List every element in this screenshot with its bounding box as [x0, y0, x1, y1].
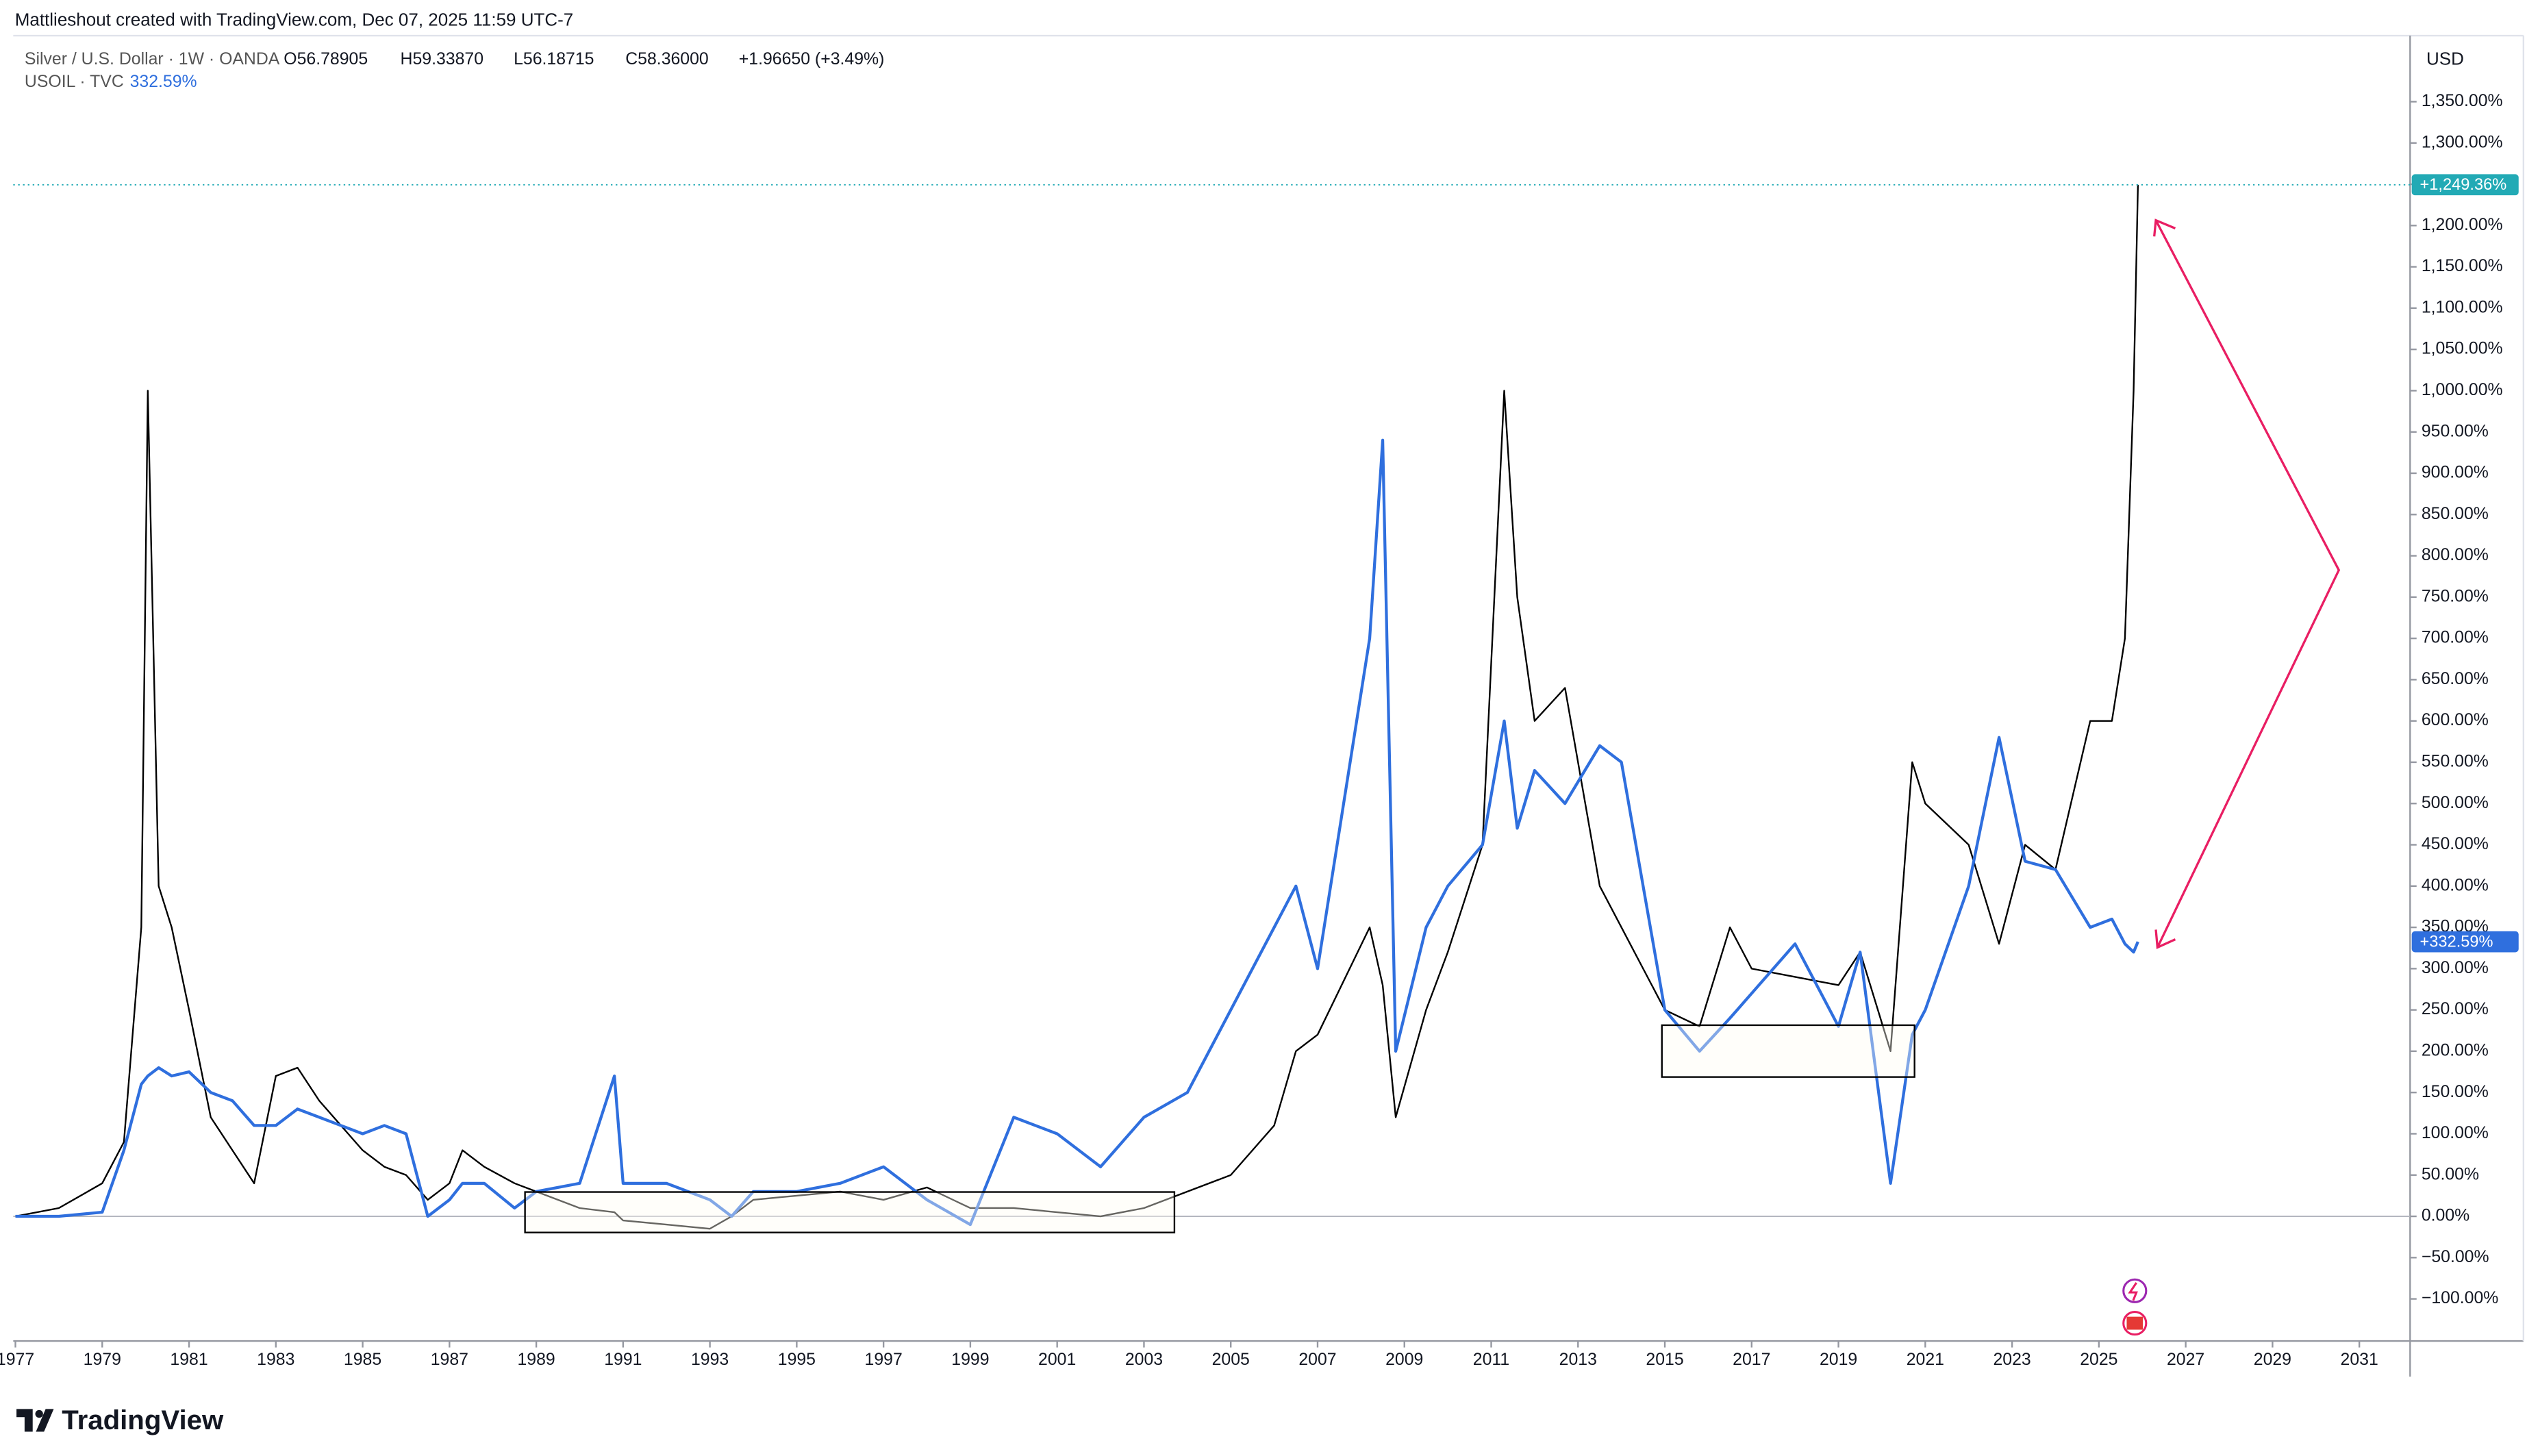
- legend-open: O56.78905: [284, 50, 368, 68]
- y-tick-label: 1,300.00%: [2422, 133, 2503, 151]
- x-tick-label: 2001: [1038, 1351, 1076, 1369]
- y-tick-label: 1,000.00%: [2422, 381, 2503, 399]
- x-tick-label: 2017: [1733, 1351, 1770, 1369]
- y-tick-label: 50.00%: [2422, 1165, 2479, 1183]
- x-tick-label: 1987: [431, 1351, 468, 1369]
- x-tick-label: 2025: [2080, 1351, 2117, 1369]
- y-tick-label: 1,200.00%: [2422, 216, 2503, 234]
- x-tick-label: 2007: [1298, 1351, 1336, 1369]
- x-tick-label: 2005: [1212, 1351, 1250, 1369]
- x-tick-label: 1983: [257, 1351, 294, 1369]
- y-tick-label: −50.00%: [2422, 1248, 2489, 1266]
- y-tick-label: −100.00%: [2422, 1289, 2499, 1307]
- legend-high: H59.33870: [401, 50, 484, 68]
- x-tick-label: 1991: [604, 1351, 642, 1369]
- price-label: +1,249.36%: [2420, 176, 2507, 194]
- x-tick-label: 2021: [1907, 1351, 1944, 1369]
- x-tick-label: 2019: [1820, 1351, 1857, 1369]
- x-tick-label: 1997: [865, 1351, 903, 1369]
- y-tick-label: 250.00%: [2422, 1000, 2489, 1018]
- x-tick-label: 2031: [2341, 1351, 2378, 1369]
- y-tick-label: 150.00%: [2422, 1083, 2489, 1101]
- legend-close: C58.36000: [625, 50, 709, 68]
- price-label: +332.59%: [2420, 933, 2493, 951]
- y-tick-label: 200.00%: [2422, 1041, 2489, 1059]
- y-tick-label: 1,350.00%: [2422, 92, 2503, 110]
- legend-compare-value: 332.59%: [130, 73, 197, 91]
- series-line: [15, 184, 2139, 1230]
- x-tick-label: 1979: [84, 1351, 121, 1369]
- price-label-bg: [2411, 174, 2519, 196]
- range-box: [1661, 1024, 1915, 1078]
- event-icons: [2122, 1278, 2148, 1336]
- x-tick-label: 2013: [1559, 1351, 1597, 1369]
- arrow-drawing: [2153, 218, 2341, 949]
- x-tick-label: 1985: [344, 1351, 381, 1369]
- y-axis-label: USD: [2426, 48, 2464, 68]
- x-tick-label: 1989: [517, 1351, 555, 1369]
- y-tick-label: 100.00%: [2422, 1124, 2489, 1142]
- y-tick-label: 850.00%: [2422, 505, 2489, 523]
- price-label-bg: [2411, 931, 2519, 953]
- legend-symbol: Silver / U.S. Dollar · 1W · OANDA: [25, 50, 280, 68]
- y-tick-label: 1,050.00%: [2422, 340, 2503, 358]
- range-box: [524, 1191, 1176, 1233]
- y-tick-label: 800.00%: [2422, 546, 2489, 564]
- legend-low: L56.18715: [514, 50, 594, 68]
- x-tick-label: 1977: [0, 1351, 34, 1369]
- y-tick-label: 900.00%: [2422, 464, 2489, 482]
- plot: −100.00% −50.00% 0.00% 50.00% 100.00% 150.00%…: [0, 92, 2519, 1369]
- series-line: [15, 438, 2139, 1227]
- logo: [16, 1409, 54, 1432]
- legend-change: +1.96650 (+3.49%): [739, 50, 885, 68]
- x-tick-label: 2011: [1473, 1351, 1509, 1369]
- x-tick-label: 1995: [778, 1351, 816, 1369]
- y-tick-label: 450.00%: [2422, 835, 2489, 853]
- logo-text: TradingView: [62, 1405, 224, 1435]
- legend-compare: USOIL · TVC: [25, 73, 124, 91]
- x-tick-label: 1993: [691, 1351, 729, 1369]
- x-tick-label: 2015: [1646, 1351, 1683, 1369]
- x-tick-label: 2027: [2167, 1351, 2204, 1369]
- x-tick-label: 2029: [2254, 1351, 2291, 1369]
- y-tick-label: 950.00%: [2422, 422, 2489, 440]
- y-tick-label: 500.00%: [2422, 794, 2489, 812]
- x-tick-label: 1981: [170, 1351, 208, 1369]
- y-tick-label: 650.00%: [2422, 670, 2489, 688]
- watermark: Mattlieshout created with TradingView.co…: [15, 10, 574, 30]
- y-tick-label: 1,150.00%: [2422, 257, 2503, 275]
- y-tick-label: 300.00%: [2422, 959, 2489, 977]
- y-tick-label: 1,100.00%: [2422, 298, 2503, 316]
- x-tick-label: 2003: [1125, 1351, 1163, 1369]
- x-tick-label: 1999: [951, 1351, 989, 1369]
- x-tick-label: 2023: [1993, 1351, 2031, 1369]
- y-tick-label: 400.00%: [2422, 876, 2489, 894]
- y-tick-label: 750.00%: [2422, 587, 2489, 605]
- y-tick-label: 600.00%: [2422, 711, 2489, 729]
- y-tick-label: 550.00%: [2422, 753, 2489, 771]
- x-tick-label: 2009: [1385, 1351, 1423, 1369]
- y-tick-label: 0.00%: [2422, 1207, 2469, 1225]
- y-tick-label: 700.00%: [2422, 629, 2489, 647]
